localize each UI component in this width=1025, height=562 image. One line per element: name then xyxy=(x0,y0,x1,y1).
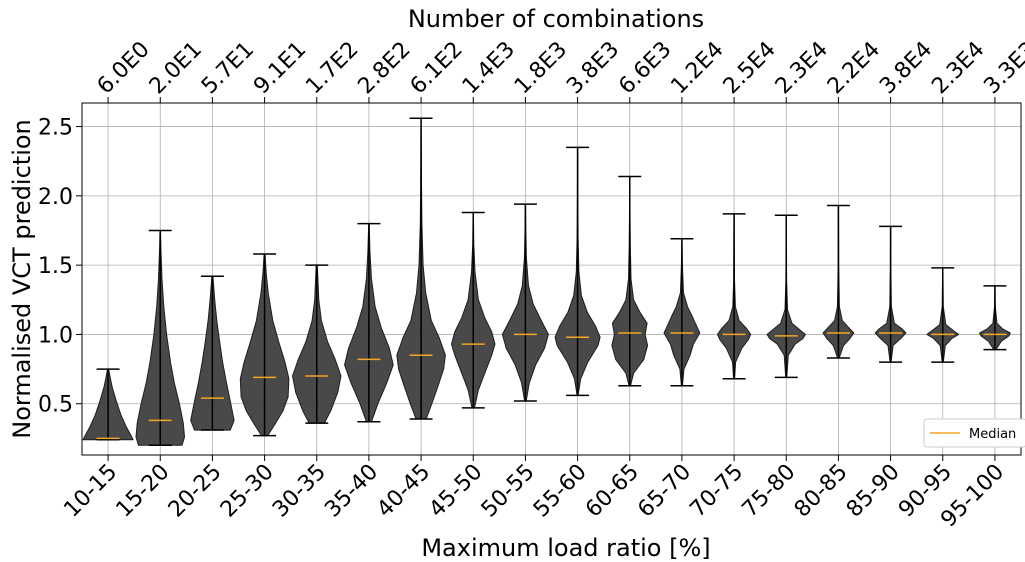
top-tick-label: 1.7E2 xyxy=(301,37,363,99)
y-tick-label: 1.5 xyxy=(38,254,73,279)
top-tick-label: 2.5E4 xyxy=(719,37,781,99)
x-tick-label: 65-70 xyxy=(633,460,696,523)
top-tick-label: 6.0E0 xyxy=(93,37,155,99)
top-tick-label: 2.0E1 xyxy=(145,37,207,99)
top-tick-label: 3.3E3 xyxy=(979,37,1025,99)
top-tick-label: 2.2E4 xyxy=(823,37,885,99)
legend-box xyxy=(923,418,1025,448)
top-tick-label: 2.8E2 xyxy=(353,37,415,99)
x-tick-label: 35-40 xyxy=(320,460,383,523)
top-tick-label: 9.1E1 xyxy=(249,37,311,99)
y-tick-label: 2.0 xyxy=(38,185,73,210)
x-axis-title: Maximum load ratio [%] xyxy=(421,534,710,562)
x-tick-label: 85-90 xyxy=(842,460,905,523)
top-tick-label: 1.2E4 xyxy=(666,37,728,99)
x-tick-label: 25-30 xyxy=(216,460,279,523)
top-tick-label: 5.7E1 xyxy=(197,37,259,99)
y-axis-title: Normalised VCT prediction xyxy=(8,119,36,439)
plot-frame xyxy=(81,102,1022,456)
x-tick-label: 15-20 xyxy=(112,460,175,523)
top-tick-label: 2.3E4 xyxy=(771,37,833,99)
x-tick-label: 55-60 xyxy=(529,460,592,523)
x-tick-label: 40-45 xyxy=(372,460,435,523)
x-tick-label: 45-50 xyxy=(425,460,488,523)
top-ticks: 6.0E02.0E15.7E19.1E11.7E22.8E26.1E21.4E3… xyxy=(93,37,1025,103)
y-tick-label: 2.5 xyxy=(38,116,73,141)
top-tick-label: 3.8E3 xyxy=(562,37,624,99)
x-tick-label: 80-85 xyxy=(790,460,853,523)
axes xyxy=(81,102,1022,456)
top-tick-label: 6.6E3 xyxy=(614,37,676,99)
top-tick-label: 3.8E4 xyxy=(875,37,937,99)
x-tick-label: 60-65 xyxy=(581,460,644,523)
x-ticks: 10-1515-2020-2525-3030-3535-4040-4545-50… xyxy=(59,455,1009,532)
y-ticks: 0.5 1.0 1.5 2.0 2.5 xyxy=(38,116,82,418)
top-tick-label: 6.1E2 xyxy=(406,37,468,99)
violins xyxy=(82,117,1011,447)
x-tick-label: 70-75 xyxy=(685,460,748,523)
x-tick-label: 10-15 xyxy=(59,460,122,523)
y-tick-label: 1.0 xyxy=(38,323,73,348)
top-axis-title: Number of combinations xyxy=(408,5,704,33)
x-tick-label: 30-35 xyxy=(268,460,331,523)
x-tick-label: 50-55 xyxy=(477,460,540,523)
x-tick-label: 75-80 xyxy=(738,460,801,523)
y-tick-label: 0.5 xyxy=(38,393,73,418)
top-tick-label: 1.4E3 xyxy=(458,37,520,99)
legend-label: Median xyxy=(969,427,1016,442)
legend: Median xyxy=(923,418,1025,448)
top-tick-label: 2.3E4 xyxy=(927,37,989,99)
x-tick-label: 20-25 xyxy=(164,460,227,523)
top-tick-label: 1.8E3 xyxy=(510,37,572,99)
